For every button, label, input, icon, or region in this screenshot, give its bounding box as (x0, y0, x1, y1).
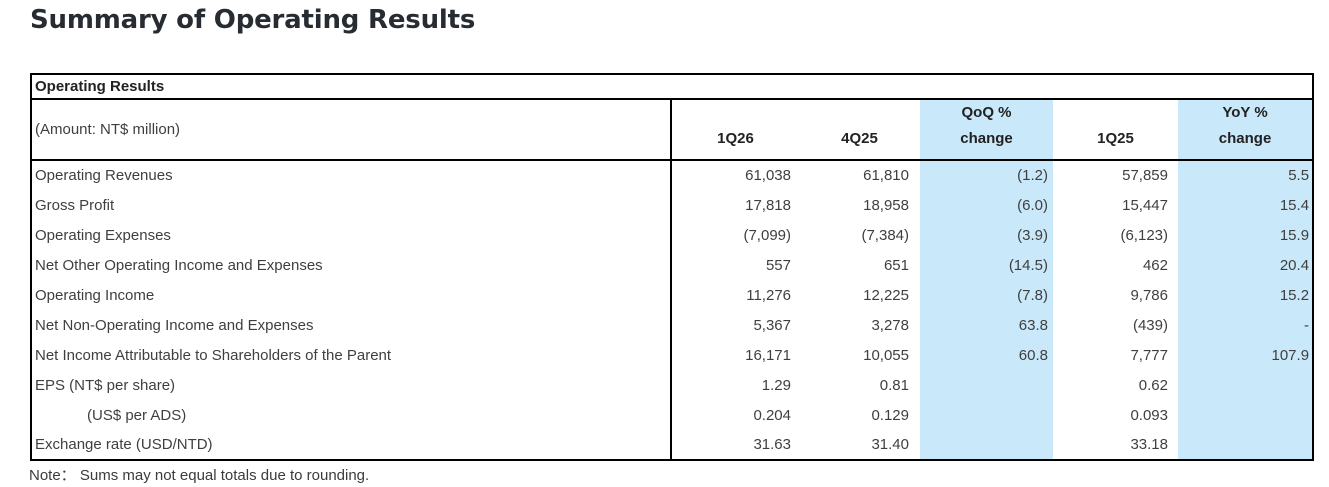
value-qoq-change: (6.0) (920, 190, 1053, 220)
value-yoy-change: 5.5 (1178, 160, 1314, 190)
value-qoq-change: (7.8) (920, 280, 1053, 310)
unit-label: (Amount: NT$ million) (31, 99, 672, 161)
row-label: Operating Expenses (31, 220, 672, 250)
column-header-1q25: 1Q25 (1053, 99, 1178, 161)
value-1q25: 0.62 (1138, 376, 1168, 394)
value-yoy-change: - (1178, 310, 1314, 340)
value-1q25: (439) (1132, 316, 1168, 334)
value-yoy-change: 15.9 (1178, 220, 1314, 250)
value-qoq-change (920, 400, 1053, 430)
operating-results-table: Operating Results (Amount: NT$ million) … (30, 73, 1315, 461)
value-4q25: 31.40 (871, 436, 909, 453)
value-1q25: 7,777 (1130, 346, 1168, 364)
value-1q26: 5,367 (753, 316, 791, 334)
table-column-header-row: (Amount: NT$ million) 1Q26 4Q25 QoQ % ch… (31, 99, 1314, 161)
value-1q25: 15,447 (1122, 196, 1168, 214)
value-yoy-change (1178, 370, 1314, 400)
value-qoq-change: (14.5) (920, 250, 1053, 280)
value-yoy-change: 15.2 (1178, 280, 1314, 310)
page-title: Summary of Operating Results (30, 5, 476, 35)
value-4q25: 12,225 (863, 286, 909, 304)
row-label: EPS (NT$ per share) (31, 370, 672, 400)
value-1q26: 31.63 (753, 436, 791, 453)
value-qoq-change: 63.8 (920, 310, 1053, 340)
value-4q25: 61,810 (863, 167, 909, 184)
value-qoq-change (920, 370, 1053, 400)
value-1q26: 61,038 (745, 167, 791, 184)
table-row-eps-ntd: EPS (NT$ per share) 1.29 0.81 0.62 (31, 370, 1314, 400)
table-row-exchange-rate: Exchange rate (USD/NTD) 31.63 31.40 33.1… (31, 430, 1314, 460)
row-label: Operating Revenues (31, 160, 672, 190)
value-1q26: 0.204 (753, 406, 791, 424)
row-label: Net Income Attributable to Shareholders … (31, 340, 672, 370)
row-label: (US$ per ADS) (31, 400, 672, 430)
value-1q25: (6,123) (1120, 226, 1168, 244)
row-label: Net Non-Operating Income and Expenses (31, 310, 672, 340)
value-1q26: (7,099) (743, 226, 791, 244)
column-header-qoq-change: QoQ % change (920, 99, 1053, 161)
value-yoy-change: 107.9 (1178, 340, 1314, 370)
value-qoq-change: (1.2) (920, 160, 1053, 190)
value-yoy-change: 20.4 (1178, 250, 1314, 280)
value-1q26: 1.29 (761, 376, 791, 394)
column-header-yoy-change: YoY % change (1178, 99, 1314, 161)
value-4q25: 3,278 (871, 316, 909, 334)
value-yoy-change (1178, 430, 1314, 460)
value-1q25: 9,786 (1130, 286, 1168, 304)
column-header-1q26: 1Q26 (671, 99, 799, 161)
rounding-note: Note： Sums may not equal totals due to r… (29, 467, 370, 484)
value-1q25: 0.093 (1130, 406, 1168, 424)
value-qoq-change: (3.9) (920, 220, 1053, 250)
value-4q25: (7,384) (861, 226, 909, 244)
value-qoq-change: 60.8 (920, 340, 1053, 370)
value-4q25: 0.81 (879, 376, 909, 394)
value-yoy-change (1178, 400, 1314, 430)
table-section-title: Operating Results (31, 74, 1314, 100)
column-header-4q25: 4Q25 (799, 99, 920, 161)
value-1q25: 33.18 (1130, 436, 1168, 453)
table-row-net-income-to-shareholders: Net Income Attributable to Shareholders … (31, 340, 1314, 370)
row-label: Gross Profit (31, 190, 672, 220)
row-label: Operating Income (31, 280, 672, 310)
table-section-header-row: Operating Results (31, 74, 1314, 100)
value-4q25: 10,055 (863, 346, 909, 364)
table-row-operating-expenses: Operating Expenses (7,099) (7,384) (3.9)… (31, 220, 1314, 250)
row-label: Exchange rate (USD/NTD) (31, 430, 672, 460)
table-row-operating-revenues: Operating Revenues 61,038 61,810 (1.2) 5… (31, 160, 1314, 190)
value-1q25: 57,859 (1122, 167, 1168, 184)
table-row-net-other-operating-income: Net Other Operating Income and Expenses … (31, 250, 1314, 280)
value-4q25: 0.129 (871, 406, 909, 424)
row-label: Net Other Operating Income and Expenses (31, 250, 672, 280)
value-1q26: 557 (765, 256, 791, 274)
value-4q25: 18,958 (863, 196, 909, 214)
value-1q26: 17,818 (745, 196, 791, 214)
table-row-operating-income: Operating Income 11,276 12,225 (7.8) 9,7… (31, 280, 1314, 310)
table-row-eps-usd-ads: (US$ per ADS) 0.204 0.129 0.093 (31, 400, 1314, 430)
table-row-gross-profit: Gross Profit 17,818 18,958 (6.0) 15,447 … (31, 190, 1314, 220)
value-yoy-change: 15.4 (1178, 190, 1314, 220)
value-1q26: 11,276 (746, 286, 791, 304)
value-1q25: 462 (1142, 256, 1168, 274)
table-row-net-non-operating-income: Net Non-Operating Income and Expenses 5,… (31, 310, 1314, 340)
value-1q26: 16,171 (745, 346, 791, 364)
value-4q25: 651 (883, 256, 909, 274)
value-qoq-change (920, 430, 1053, 460)
